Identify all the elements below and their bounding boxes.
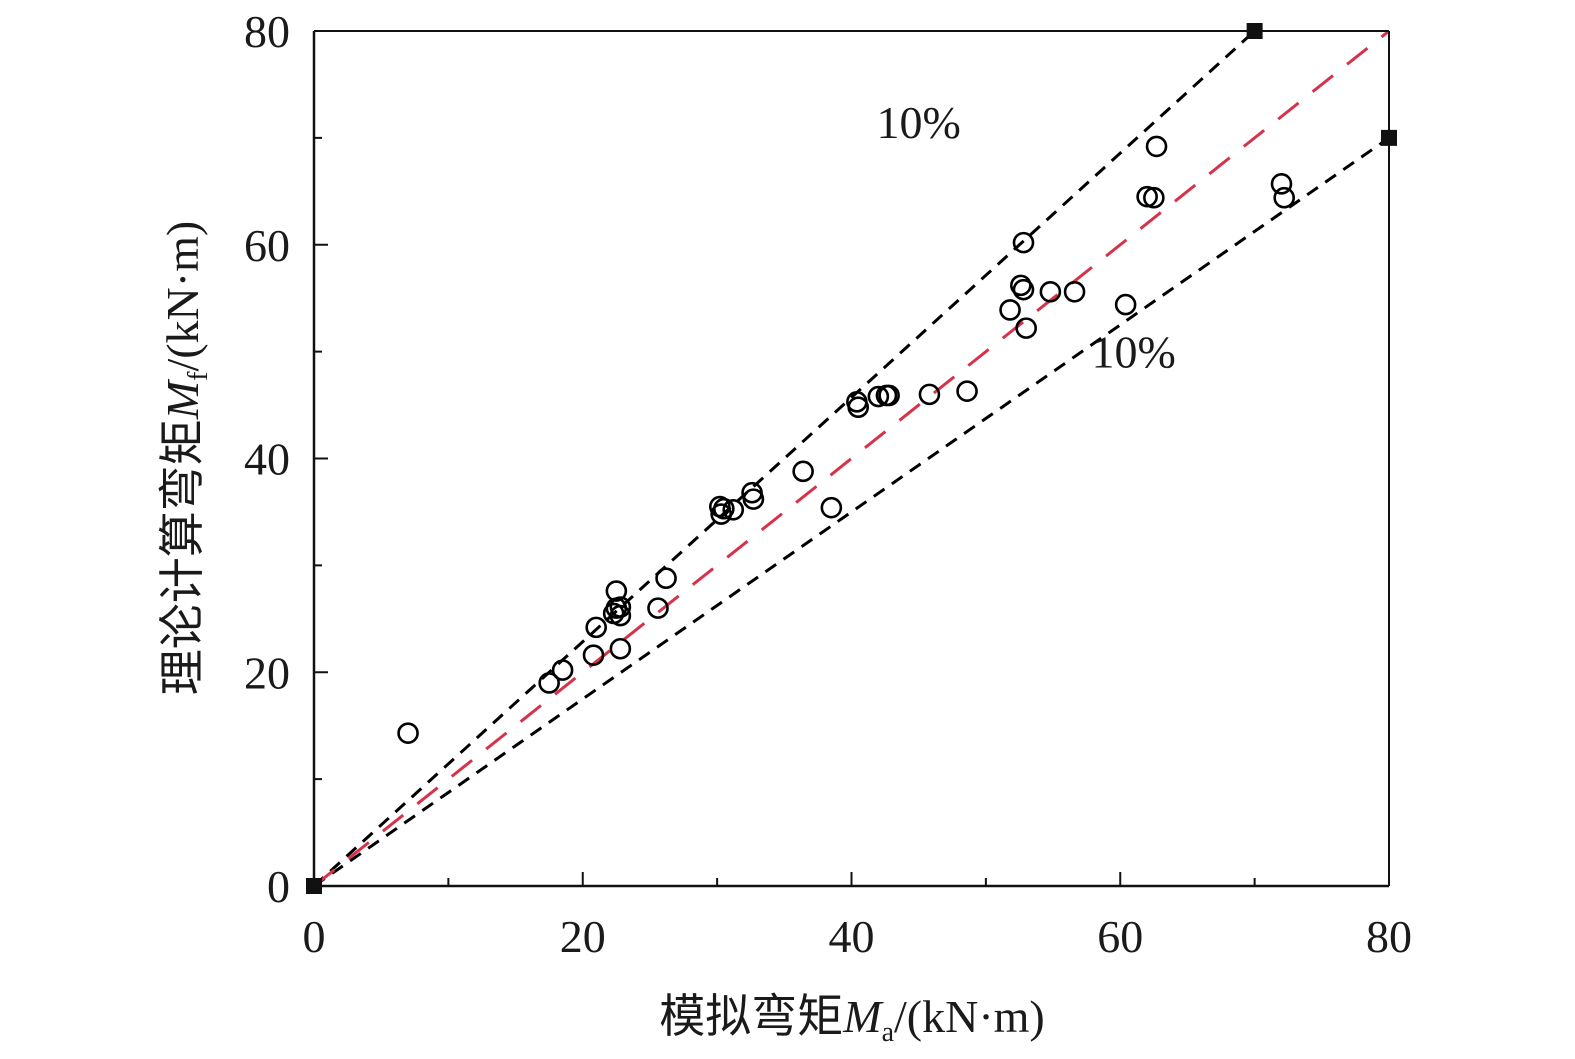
annotations: 10% 10% xyxy=(877,97,1176,378)
data-point xyxy=(1012,278,1035,301)
data-point xyxy=(1114,293,1137,316)
y-tick-label: 80 xyxy=(244,6,290,57)
data-point xyxy=(609,596,632,618)
data-point xyxy=(397,722,419,744)
data-point xyxy=(585,616,607,639)
data-point xyxy=(647,597,669,619)
x-tick-label: 0 xyxy=(303,911,326,962)
axes xyxy=(312,30,1390,888)
data-point xyxy=(1145,135,1168,158)
data-point xyxy=(605,580,628,602)
data-point xyxy=(713,497,735,520)
data-point xyxy=(742,488,765,510)
data-point xyxy=(1010,274,1032,297)
x-tick-label: 60 xyxy=(1097,911,1143,962)
data-point xyxy=(847,396,870,419)
x-tick-label: 80 xyxy=(1366,911,1412,962)
x-axis-title: 模拟弯矩Ma/(kN·m) xyxy=(659,989,1045,1048)
data-point xyxy=(1273,186,1295,209)
lower-bound-line xyxy=(313,136,1390,888)
data-point xyxy=(1143,186,1165,209)
data-point xyxy=(878,384,900,407)
data-point xyxy=(1063,280,1086,303)
data-point xyxy=(956,380,978,402)
data-point xyxy=(1270,173,1293,195)
reference-lines xyxy=(312,29,1390,888)
data-points xyxy=(397,135,1295,744)
x-tick-label: 20 xyxy=(560,911,606,962)
data-point xyxy=(551,659,574,681)
data-point xyxy=(538,672,560,694)
data-point xyxy=(999,299,1021,321)
data-point xyxy=(867,385,890,408)
data-point xyxy=(655,567,677,590)
data-point xyxy=(1015,317,1037,339)
y-tick-label: 20 xyxy=(244,647,290,698)
y-tick-label: 40 xyxy=(244,434,290,485)
percent-annotation: 10% xyxy=(877,97,961,148)
y-tick-label: 60 xyxy=(244,220,290,271)
data-point xyxy=(582,644,605,666)
upper-bound-line xyxy=(312,29,1256,888)
data-point xyxy=(1012,231,1035,254)
data-point xyxy=(722,498,745,521)
data-point xyxy=(792,460,814,483)
y-tick-label: 0 xyxy=(267,861,290,912)
data-point xyxy=(609,637,632,660)
data-point xyxy=(820,496,843,519)
y-axis-title: 理论计算弯矩Mf/(kN·m) xyxy=(155,221,214,695)
x-tick-label: 40 xyxy=(829,911,875,962)
data-point xyxy=(1039,280,1062,303)
equality-line xyxy=(313,29,1390,888)
percent-annotation: 10% xyxy=(1092,327,1176,378)
tick-labels: 0 20 40 60 80 0 20 40 60 80 xyxy=(244,6,1412,962)
data-point xyxy=(918,383,941,406)
data-point xyxy=(609,604,632,627)
